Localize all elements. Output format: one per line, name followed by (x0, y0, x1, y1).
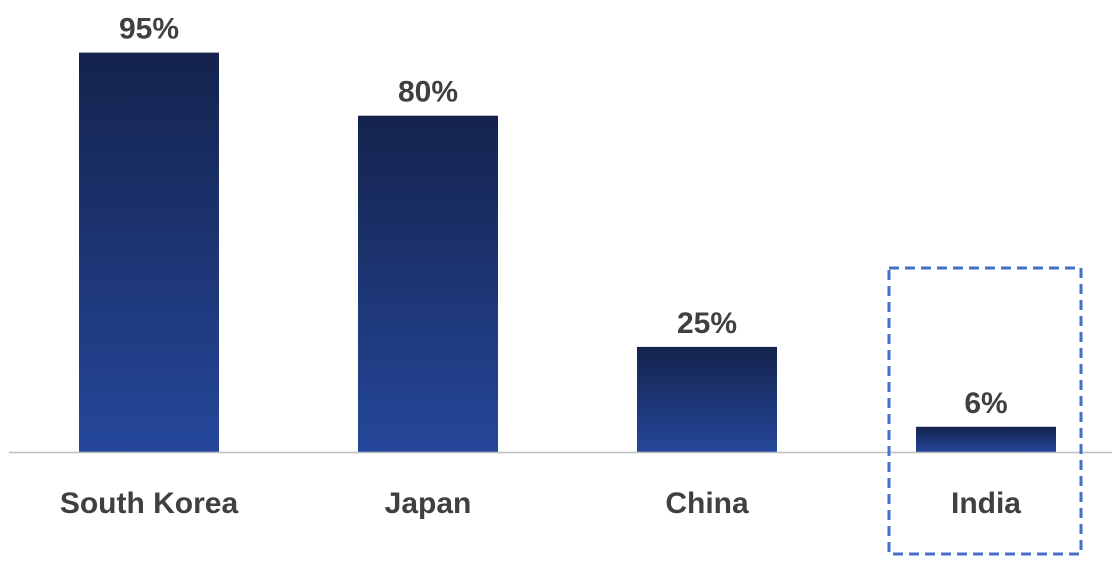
data-label-india: 6% (964, 387, 1007, 420)
data-label-south-korea: 95% (119, 13, 179, 46)
bar-china (637, 346, 777, 452)
tick-label-china: China (665, 487, 749, 520)
bars-layer (79, 52, 1056, 453)
bar-south-korea (79, 52, 219, 453)
tick-label-south-korea: South Korea (60, 487, 239, 520)
data-label-china: 25% (677, 307, 737, 340)
x-axis-tick-labels: South Korea Japan China India (60, 487, 1021, 520)
tick-label-india: India (951, 487, 1021, 520)
tick-label-japan: Japan (385, 487, 472, 520)
data-label-japan: 80% (398, 76, 458, 109)
bar-india (916, 426, 1056, 452)
bar-japan (358, 115, 498, 453)
data-labels-layer: 95% 80% 25% 6% (119, 13, 1008, 420)
highlight-box (887, 266, 1083, 556)
